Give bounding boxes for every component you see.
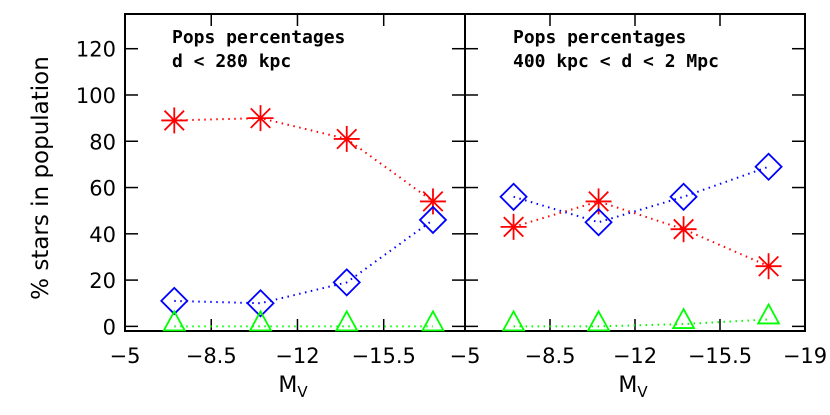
x-tick-label: −15.5 <box>688 344 752 368</box>
data-point-diamond <box>160 286 189 316</box>
x-tick-label: −5 <box>110 344 141 368</box>
tick-layer: 0 20 40 60 80 100 120 −5 −8.5 −12 −15.5 −5 −8.5 −12 −1… <box>76 14 827 368</box>
data-point-diamond <box>246 288 275 318</box>
x-tick-label: −15.5 <box>352 344 416 368</box>
y-axis-title: % stars in population <box>28 56 54 300</box>
y-tick-label: 120 <box>76 38 116 62</box>
data-point-asterisk <box>585 188 612 215</box>
data-point-diamond <box>584 207 613 237</box>
series-line-green <box>513 318 769 328</box>
y-tick-label: 100 <box>76 84 116 108</box>
y-tick-label: 80 <box>89 130 116 154</box>
data-point-asterisk <box>500 213 527 240</box>
y-tick-label: 60 <box>89 177 116 201</box>
data-point-asterisk <box>670 216 697 243</box>
x-axis-title-left: MV <box>278 373 308 401</box>
data-point-triangle <box>671 307 696 329</box>
panel-left-title-line2: d < 280 kpc <box>172 51 291 72</box>
data-point-triangle <box>334 309 359 332</box>
panel-right-title-line1: Pops percentages <box>513 27 686 48</box>
x-axis-title-right: MV <box>618 373 648 401</box>
panel-left-title-line1: Pops percentages <box>172 27 345 48</box>
data-point-triangle <box>421 309 445 332</box>
x-tick-label: −12 <box>613 344 657 368</box>
data-point-asterisk <box>161 107 188 134</box>
x-tick-label: −5 <box>450 344 481 368</box>
x-tick-label: −19 <box>783 344 827 368</box>
data-point-asterisk <box>755 253 782 280</box>
x-tick-label: −8.5 <box>186 344 237 368</box>
series-line-blue <box>174 219 434 305</box>
y-tick-label: 20 <box>89 269 116 293</box>
data-point-triangle <box>586 309 611 332</box>
series-line-blue <box>513 165 769 224</box>
series-line-red <box>513 200 769 268</box>
x-tick-label: −12 <box>275 344 319 368</box>
data-point-diamond <box>669 182 698 212</box>
y-tick-label: 40 <box>89 223 116 247</box>
data-point-diamond <box>499 182 528 212</box>
x-tick-label: −8.5 <box>525 344 576 368</box>
series-line-red <box>174 117 434 203</box>
data-point-triangle <box>162 309 187 332</box>
data-point-triangle <box>756 302 781 325</box>
data-point-triangle <box>501 309 526 332</box>
data-point-diamond <box>418 205 448 235</box>
data-point-asterisk <box>419 188 446 215</box>
data-point-triangle <box>248 309 273 332</box>
y-tick-label: 0 <box>103 315 116 339</box>
panel-right-title-line2: 400 kpc < d < 2 Mpc <box>513 51 719 72</box>
data-layer <box>160 105 783 332</box>
data-point-diamond <box>332 268 362 297</box>
data-point-diamond <box>754 152 783 181</box>
data-point-asterisk <box>247 105 274 132</box>
data-point-asterisk <box>333 125 360 152</box>
